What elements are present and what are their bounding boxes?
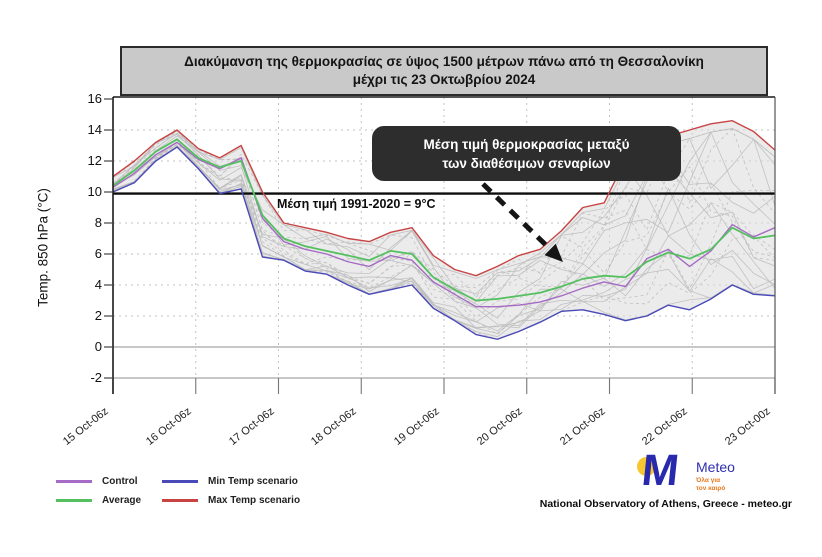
ensemble-member-line [112,145,776,298]
logo-tagline-line1: Όλα για [696,477,721,484]
logo-tagline-line2: τον καιρό [696,484,726,492]
legend-item: Max Temp scenario [162,493,300,507]
legend-item: Min Temp scenario [162,474,298,488]
y-tick-label: 4 [94,277,102,292]
chart-title-line2: μέχρι τις 23 Οκτωβρίου 2024 [352,72,536,87]
legend-label: Control [102,475,138,487]
legend-label: Average [102,494,142,506]
meteo-m-icon: M [639,446,682,495]
y-tick-label: 8 [94,215,102,230]
y-tick-label: 2 [94,308,102,323]
logo-tagline: Όλα για τον καιρό [696,477,725,492]
legend-label: Min Temp scenario [208,475,298,487]
credit-text: National Observatory of Athens, Greece -… [539,498,792,510]
legend-item: Average [56,493,141,507]
chart-title-box: Διακύμανση της θερμοκρασίας σε ύψος 1500… [120,46,768,96]
y-tick-label: -2 [90,370,102,385]
y-axis-label: Temp. 850 hPa (°C) [35,188,51,307]
ensemble-member-line [112,132,776,309]
ensemble-member-line [112,130,776,318]
legend-swatch [162,479,198,483]
reference-line-label: Μέση τιμή 1991-2020 = 9°C [277,197,436,211]
annotation-callout: Μέση τιμή θερμοκρασίας μεταξύ των διαθέσ… [372,126,681,181]
y-tick-label: 12 [87,153,102,168]
y-tick-label: 14 [87,122,102,137]
legend-swatch [56,498,92,502]
series-line-min-temp-scenario [112,146,776,340]
annotation-arrowhead [544,243,563,262]
y-tick-label: 6 [94,246,102,261]
logo-brand-text: Meteo [696,459,735,475]
y-tick-label: 10 [87,184,102,199]
legend-swatch [162,498,198,502]
legend-swatch [56,479,92,483]
series-line-average [112,138,776,302]
legend-item: Control [56,474,138,488]
ensemble-member-line [112,146,776,329]
ensemble-member-line [112,133,776,338]
annotation-arrow-line [481,182,552,251]
annotation-line2: των διαθέσιμων σεναρίων [442,155,611,171]
min-max-band [113,120,775,340]
ensemble-member-line [112,128,776,289]
ensemble-member-line [112,128,776,279]
annotation-line1: Μέση τιμή θερμοκρασίας μεταξύ [423,136,630,152]
chart-title-line1: Διακύμανση της θερμοκρασίας σε ύψος 1500… [184,54,704,69]
meteo-logo: M Meteo Όλα για τον καιρό [630,446,800,504]
y-tick-label: 0 [94,339,102,354]
sun-icon [637,457,656,476]
ensemble-member-line [112,143,776,305]
y-tick-label: 16 [87,91,102,106]
legend-label: Max Temp scenario [208,494,301,506]
